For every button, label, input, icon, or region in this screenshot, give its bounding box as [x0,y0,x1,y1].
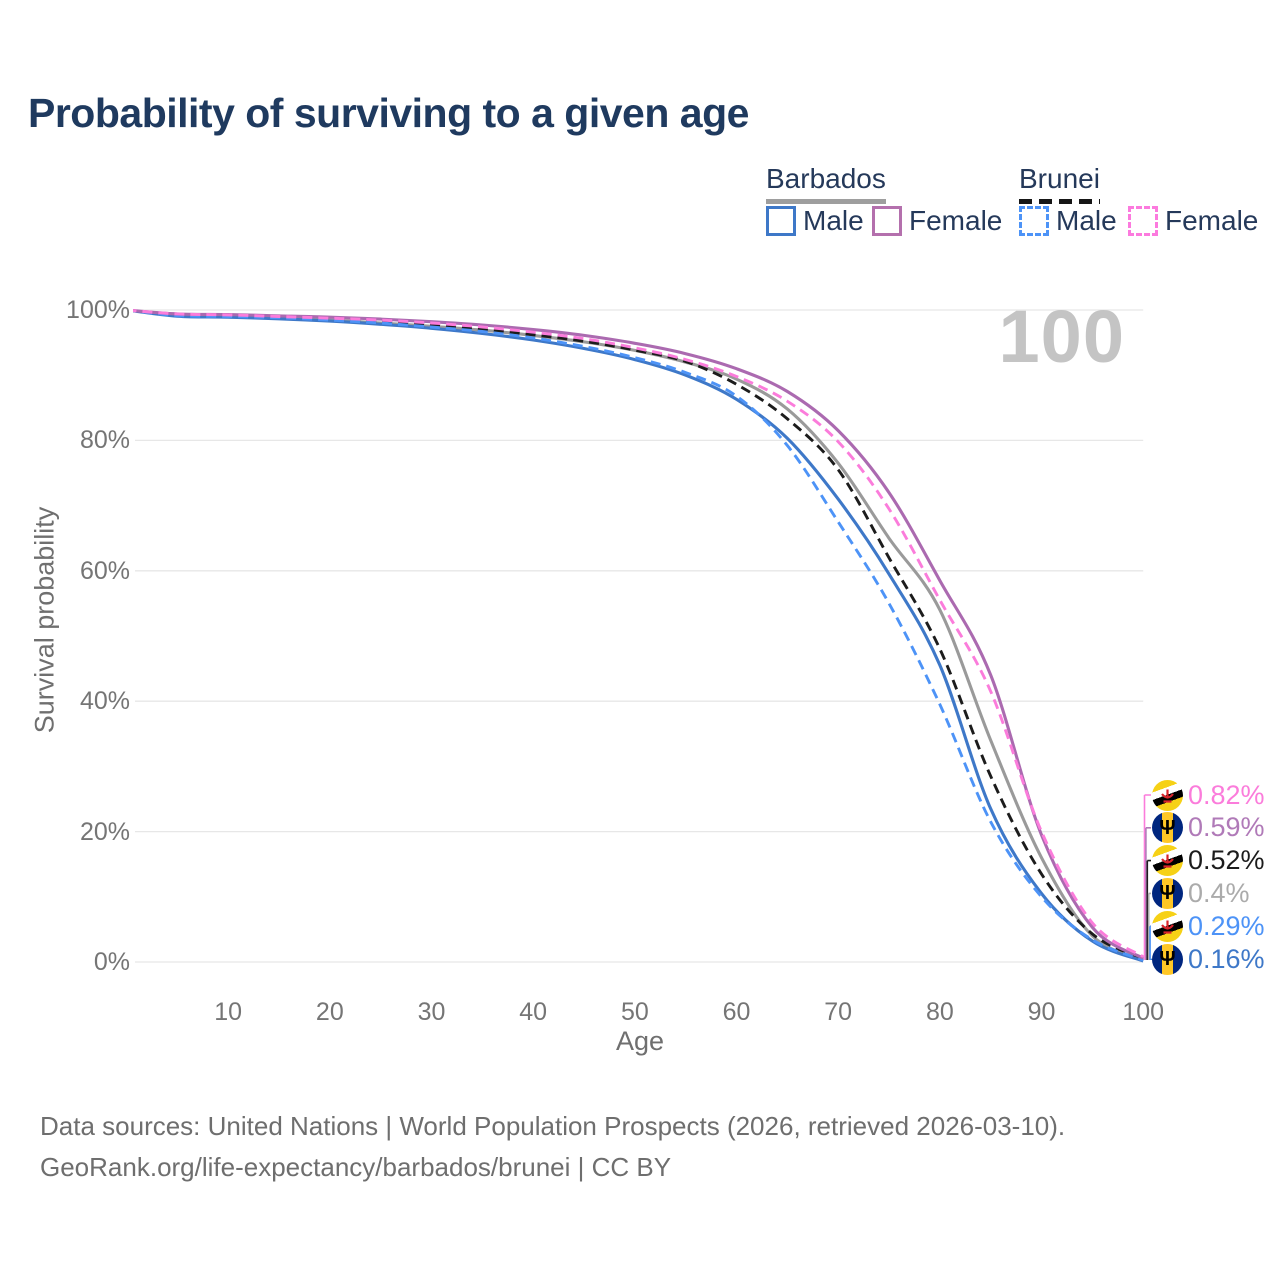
brunei-crest-icon [1161,854,1174,868]
end-label-value: 0.16% [1188,943,1265,974]
solid-swatch-icon [872,206,902,236]
end-label-value: 0.59% [1188,812,1265,843]
brunei-flag-icon [1152,910,1183,942]
footer-attribution-line: GeoRank.org/life-expectancy/barbados/bru… [40,1152,672,1182]
y-tick-label: 40% [79,687,130,716]
brunei-crest-icon [1161,789,1174,803]
legend-group-brunei: Brunei [1019,163,1100,204]
survival-curve-barbados-female [133,309,1145,960]
trident-icon: Ψ [1159,882,1176,905]
end-label-row: 0.29% [1152,910,1265,942]
x-axis-title: Age [615,1026,665,1056]
age-indicator-watermark: 100 [998,295,1125,378]
dashed-swatch-icon [1019,206,1049,236]
brunei-crest-icon [1161,920,1174,934]
solid-swatch-icon [766,206,796,236]
y-tick-label: 20% [79,817,130,846]
survival-curve-barbados-male [133,309,1144,963]
end-label-row: Ψ 0.16% [1152,943,1265,975]
dashed-swatch-icon [1128,206,1158,236]
x-tick-label: 50 [620,998,649,1026]
legend-item-barbados-female[interactable]: Female [872,205,1002,237]
legend-item-label: Female [1165,205,1259,236]
end-label-row: 0.82% [1152,779,1265,811]
x-tick-label: 30 [417,998,446,1026]
x-tick-label: 70 [824,998,853,1026]
leader-line [1150,958,1153,961]
end-label-value: 0.4% [1188,877,1250,908]
barbados-flag-icon: Ψ [1152,812,1183,844]
barbados-flag-icon: Ψ [1152,877,1183,909]
leader-line [1145,827,1151,961]
dashed-line-style-icon [1019,199,1100,204]
y-tick-label: 100% [66,296,130,324]
survival-curve-barbados-total [133,309,1144,961]
leader-line [1147,892,1151,961]
y-tick-label: 60% [79,556,130,585]
leader-line [1146,859,1151,961]
survival-curve-brunei-total [133,309,1144,960]
leader-line [1143,794,1151,961]
end-label-row: Ψ 0.59% [1152,812,1265,844]
end-label-value: 0.29% [1188,910,1265,941]
x-tick-label: 60 [722,998,751,1026]
legend-group-label: Brunei [1019,163,1100,194]
end-label-row: 0.52% [1152,845,1265,877]
legend-item-label: Male [1056,205,1117,236]
page-title: Probability of surviving to a given age [28,90,749,136]
legend-group-barbados: Barbados [766,163,886,204]
footer: Data sources: United Nations | World Pop… [40,1106,1065,1188]
legend-group-label: Barbados [766,163,886,194]
solid-line-style-icon [766,199,886,204]
trident-icon: Ψ [1159,948,1176,970]
brunei-flag-icon [1152,779,1183,811]
x-tick-label: 90 [1027,998,1056,1026]
end-label-value: 0.52% [1188,845,1265,876]
x-tick-label: 100 [1122,998,1165,1026]
end-label-row: Ψ 0.4% [1152,877,1250,909]
legend-item-brunei-female[interactable]: Female [1128,205,1258,237]
survival-curve-brunei-male [133,309,1144,962]
trident-icon: Ψ [1159,816,1176,839]
brunei-flag-icon [1152,845,1183,877]
survival-curve-brunei-female [133,309,1145,958]
legend-item-label: Female [909,205,1003,236]
x-tick-label: 80 [925,998,954,1026]
legend-item-label: Male [803,205,864,236]
x-tick-label: 10 [214,998,243,1026]
legend-item-barbados-male[interactable]: Male [766,205,864,237]
y-tick-label: 0% [93,948,130,976]
x-tick-label: 40 [519,998,548,1026]
x-tick-label: 20 [315,998,344,1026]
y-tick-label: 80% [79,426,130,455]
legend-item-brunei-male[interactable]: Male [1019,205,1117,237]
barbados-flag-icon: Ψ [1152,943,1183,975]
end-label-value: 0.82% [1188,779,1265,810]
leader-line [1149,925,1151,961]
footer-source-line: Data sources: United Nations | World Pop… [40,1111,1066,1141]
